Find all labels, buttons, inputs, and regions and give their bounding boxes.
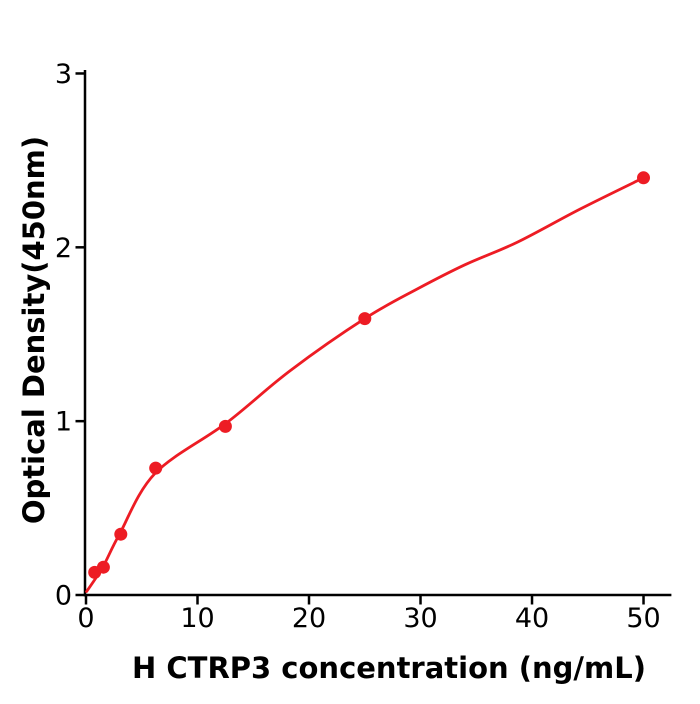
y-tick-label: 1: [55, 407, 72, 438]
x-tick-label: 50: [626, 603, 660, 634]
data-point: [218, 419, 232, 433]
y-axis-title: Optical Density(450nm): [17, 136, 51, 524]
x-tick-label: 20: [292, 603, 326, 634]
x-tick-label: 0: [77, 603, 94, 634]
fitted-curve-line: [85, 176, 645, 593]
y-tick-label: 2: [55, 233, 72, 264]
x-tick-label: 10: [180, 603, 214, 634]
x-tick-label: 30: [403, 603, 437, 634]
y-tick-label: 3: [55, 59, 72, 90]
x-tick-label: 40: [515, 603, 549, 634]
x-axis-title: H CTRP3 concentration (ng/mL): [132, 651, 646, 685]
y-tick-label: 0: [55, 581, 72, 612]
